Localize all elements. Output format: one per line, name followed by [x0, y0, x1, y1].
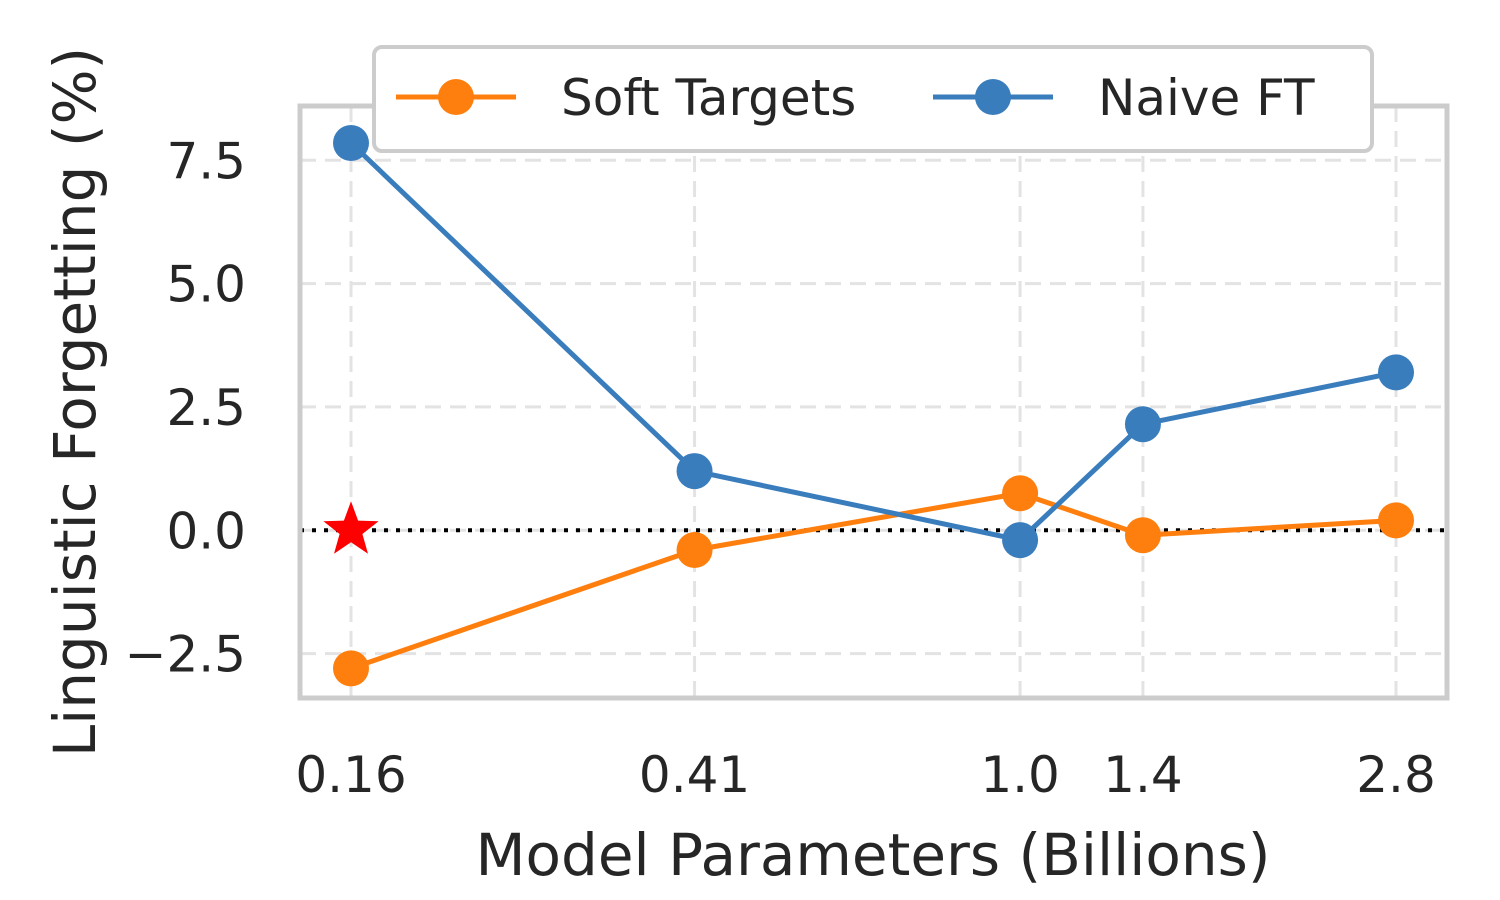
x-tick-label: 0.16: [295, 746, 406, 804]
data-point: [1002, 475, 1039, 512]
y-tick-label: 7.5: [166, 132, 246, 190]
series-line: [350, 490, 1397, 671]
y-tick-label: −2.5: [125, 626, 246, 684]
legend-marker: [975, 79, 1011, 115]
y-tick-label: 2.5: [166, 379, 246, 437]
x-tick-labels: 0.16 0.41 1.0 1.4 2.8: [295, 746, 1435, 804]
data-point: [1002, 522, 1039, 559]
y-axis-title: Linguistic Forgetting (%): [41, 47, 109, 757]
legend-entry: Naive FT: [933, 69, 1315, 127]
x-axis-title: Model Parameters (Billions): [476, 821, 1271, 889]
data-point: [1124, 406, 1161, 443]
data-point: [333, 650, 369, 687]
data-point: [1378, 354, 1414, 391]
data-point: [676, 532, 713, 568]
data-point: [1124, 517, 1161, 554]
series-1: [333, 125, 1414, 559]
series-line: [349, 141, 1397, 543]
y-tick-labels: −2.5 0.0 2.5 5.0 7.5: [125, 132, 246, 683]
data-point: [333, 125, 369, 161]
x-tick-label: 2.8: [1356, 746, 1436, 804]
plot-frame: [297, 103, 1450, 701]
series-0: [333, 475, 1414, 687]
x-tick-label: 1.4: [1103, 746, 1183, 804]
grid: [300, 106, 1447, 698]
star-marker: [323, 501, 379, 554]
y-tick-label: 0.0: [166, 502, 246, 560]
legend-label: Soft Targets: [561, 69, 856, 127]
legend: Soft Targets Naive FT: [372, 45, 1374, 153]
legend-marker: [438, 79, 474, 115]
data-point: [1378, 502, 1414, 539]
series-group: [323, 125, 1414, 687]
legend-box: [372, 45, 1374, 153]
data-point: [676, 453, 713, 490]
x-tick-label: 0.41: [639, 746, 750, 804]
y-tick-label: 5.0: [166, 256, 246, 314]
legend-label: Naive FT: [1098, 69, 1315, 127]
legend-entry: Soft Targets: [396, 69, 856, 127]
x-tick-label: 1.0: [980, 746, 1060, 804]
